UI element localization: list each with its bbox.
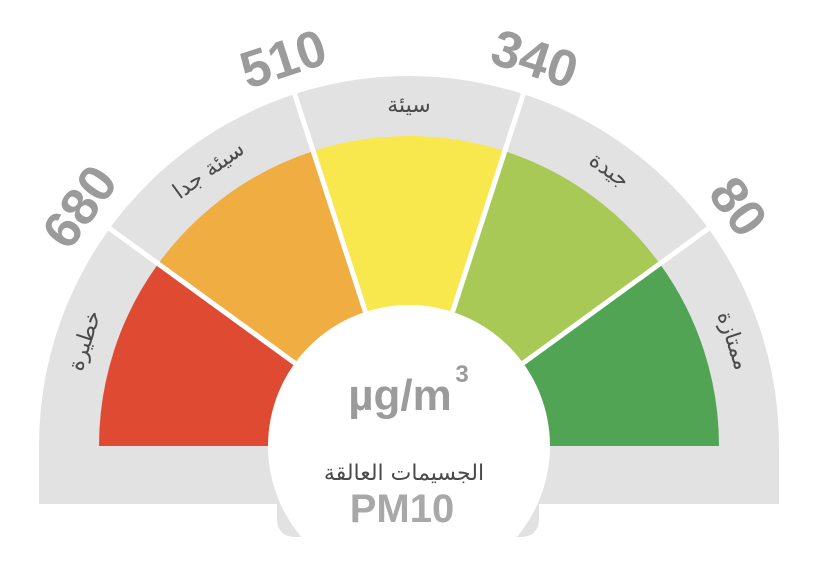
gauge-segment — [313, 136, 505, 446]
unit-superscript: 3 — [455, 361, 468, 388]
caption-label: الجسيمات العالقة — [324, 461, 484, 486]
segment-divider — [518, 224, 714, 368]
segment-divider — [291, 89, 370, 317]
segment-divider — [448, 89, 527, 317]
unit-label: µg/m — [348, 371, 452, 420]
category-label: سيئة — [387, 93, 431, 118]
segment-divider — [104, 224, 300, 368]
gauge-center-hub — [268, 305, 550, 567]
gauge-dividers — [104, 89, 714, 368]
pollutant-label: PM10 — [350, 487, 455, 531]
